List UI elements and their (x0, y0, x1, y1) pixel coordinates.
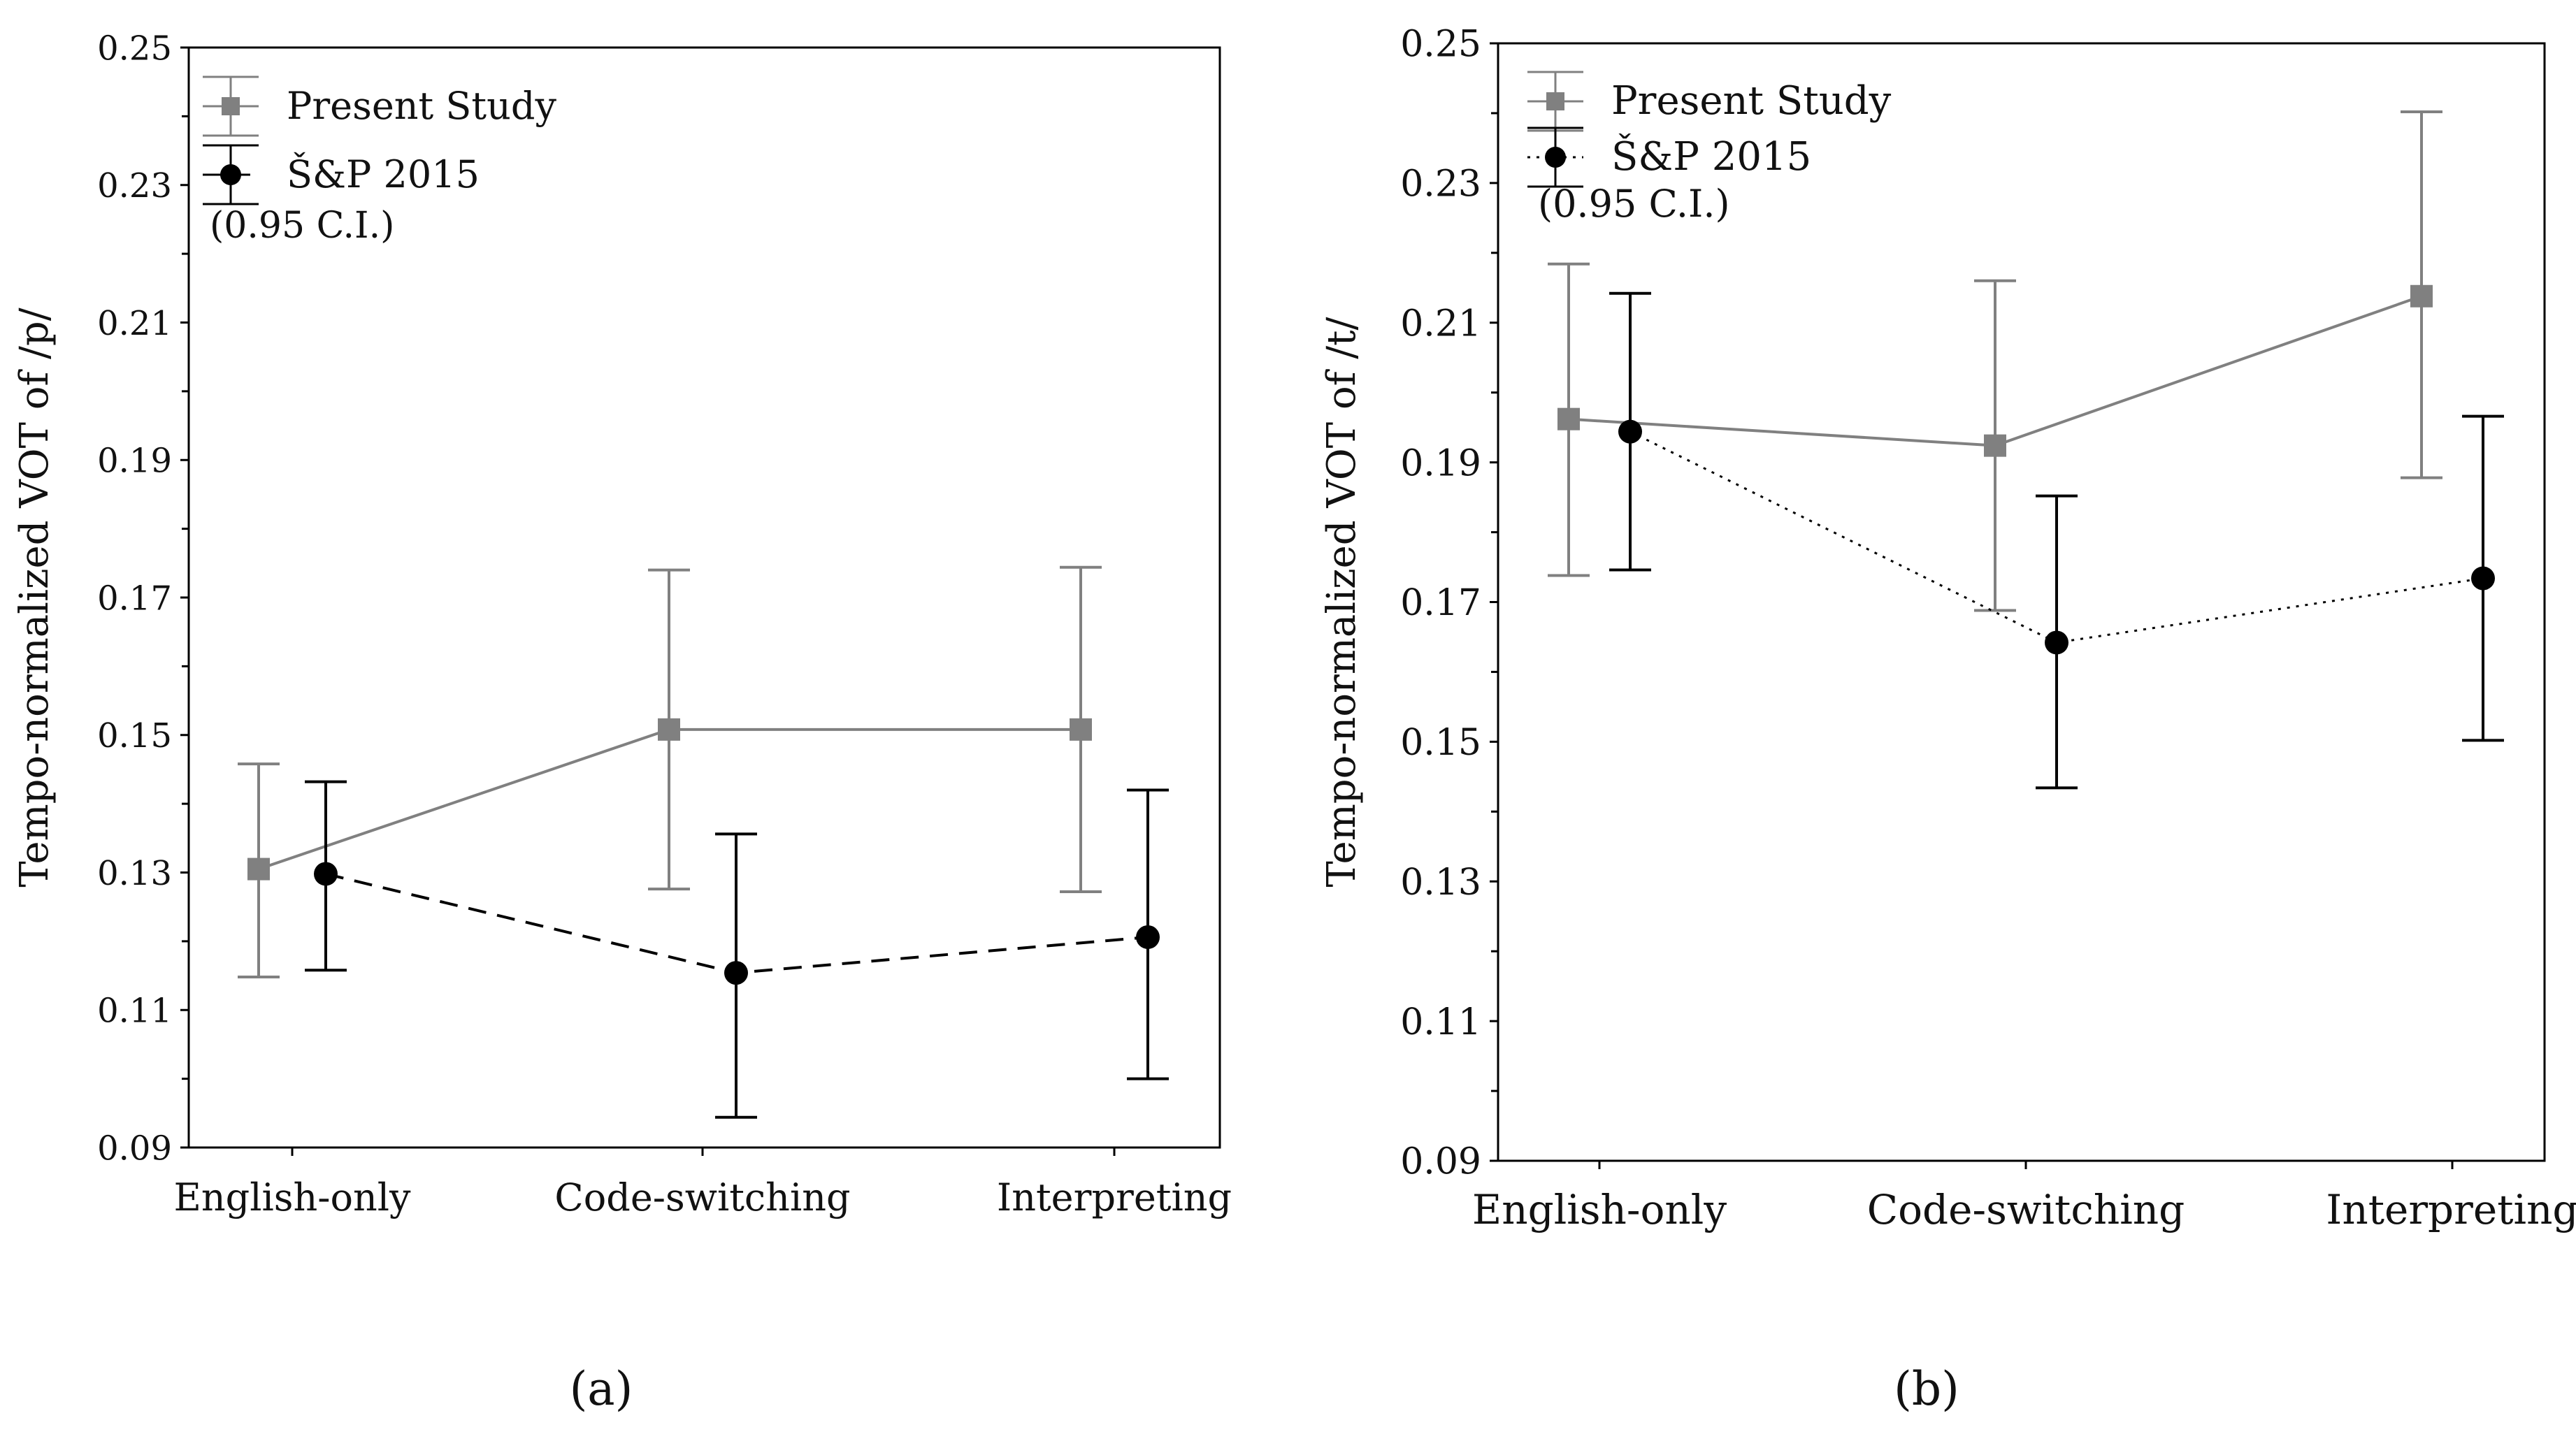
legend-label: Š&P 2015 (287, 152, 480, 196)
legend-note: (0.95 C.I.) (1538, 182, 1730, 226)
data-point-square (1070, 718, 1092, 741)
y-axis-label: Tempo-normalized VOT of /t/ (1319, 317, 1365, 887)
y-tick-label: 0.09 (1400, 1141, 1481, 1183)
data-point-circle (1618, 419, 1642, 444)
legend-marker-square (1546, 92, 1564, 110)
y-tick-label: 0.13 (97, 854, 172, 893)
x-tick-label: Code-switching (1867, 1186, 2185, 1233)
data-point-circle (1136, 925, 1160, 949)
data-point-circle (2045, 630, 2068, 655)
chart-panel-b: 0.09 0.11 0.13 0.15 0.17 0.19 0.21 0.23 0.25 Engl… (1319, 24, 2576, 1233)
legend-marker-circle (1545, 147, 1566, 168)
y-tick-label: 0.23 (1400, 164, 1481, 205)
y-tick-label: 0.25 (1400, 24, 1481, 66)
x-tick-label: Interpreting (2326, 1186, 2576, 1233)
data-point-circle (724, 961, 748, 985)
legend-label: Present Study (1611, 78, 1892, 124)
data-point-square (658, 718, 680, 741)
chart-panel-a: 0.09 0.11 0.13 0.15 0.17 0.19 0.21 0.23 0.25 Engl… (12, 29, 1232, 1219)
y-tick-label: 0.15 (1400, 722, 1481, 764)
y-tick-label: 0.25 (97, 29, 172, 68)
legend-label: Present Study (287, 84, 556, 128)
data-point-square (1557, 407, 1580, 430)
x-tick-label: English-only (173, 1175, 411, 1219)
x-tick-label: Interpreting (997, 1175, 1232, 1219)
y-tick-label: 0.11 (1400, 1001, 1481, 1043)
y-tick-label: 0.21 (97, 304, 172, 343)
legend-marker-square (222, 97, 240, 115)
y-tick-label: 0.17 (1400, 582, 1481, 624)
y-tick-label: 0.19 (1400, 442, 1481, 484)
y-tick-label: 0.17 (97, 579, 172, 618)
y-tick-label: 0.09 (97, 1129, 172, 1168)
y-tick-label: 0.15 (97, 716, 172, 755)
legend-note: (0.95 C.I.) (210, 205, 394, 247)
x-tick-label: English-only (1472, 1186, 1727, 1233)
y-tick-label: 0.13 (1400, 862, 1481, 904)
data-point-circle (314, 862, 338, 886)
y-tick-label: 0.19 (97, 442, 172, 481)
data-point-circle (2471, 566, 2495, 591)
panel-label-a: (a) (570, 1362, 633, 1416)
legend-marker-circle (220, 164, 241, 185)
data-point-square (1984, 434, 2006, 457)
data-point-square (2410, 284, 2433, 307)
x-tick-label: Code-switching (554, 1175, 850, 1219)
y-tick-label: 0.11 (97, 992, 172, 1031)
legend-label: Š&P 2015 (1611, 133, 1811, 180)
data-point-square (247, 857, 270, 881)
y-tick-label: 0.23 (97, 166, 172, 205)
panel-label-b: (b) (1894, 1362, 1959, 1416)
y-axis-label: Tempo-normalized VOT of /p/ (12, 307, 57, 887)
y-tick-label: 0.21 (1400, 303, 1481, 345)
